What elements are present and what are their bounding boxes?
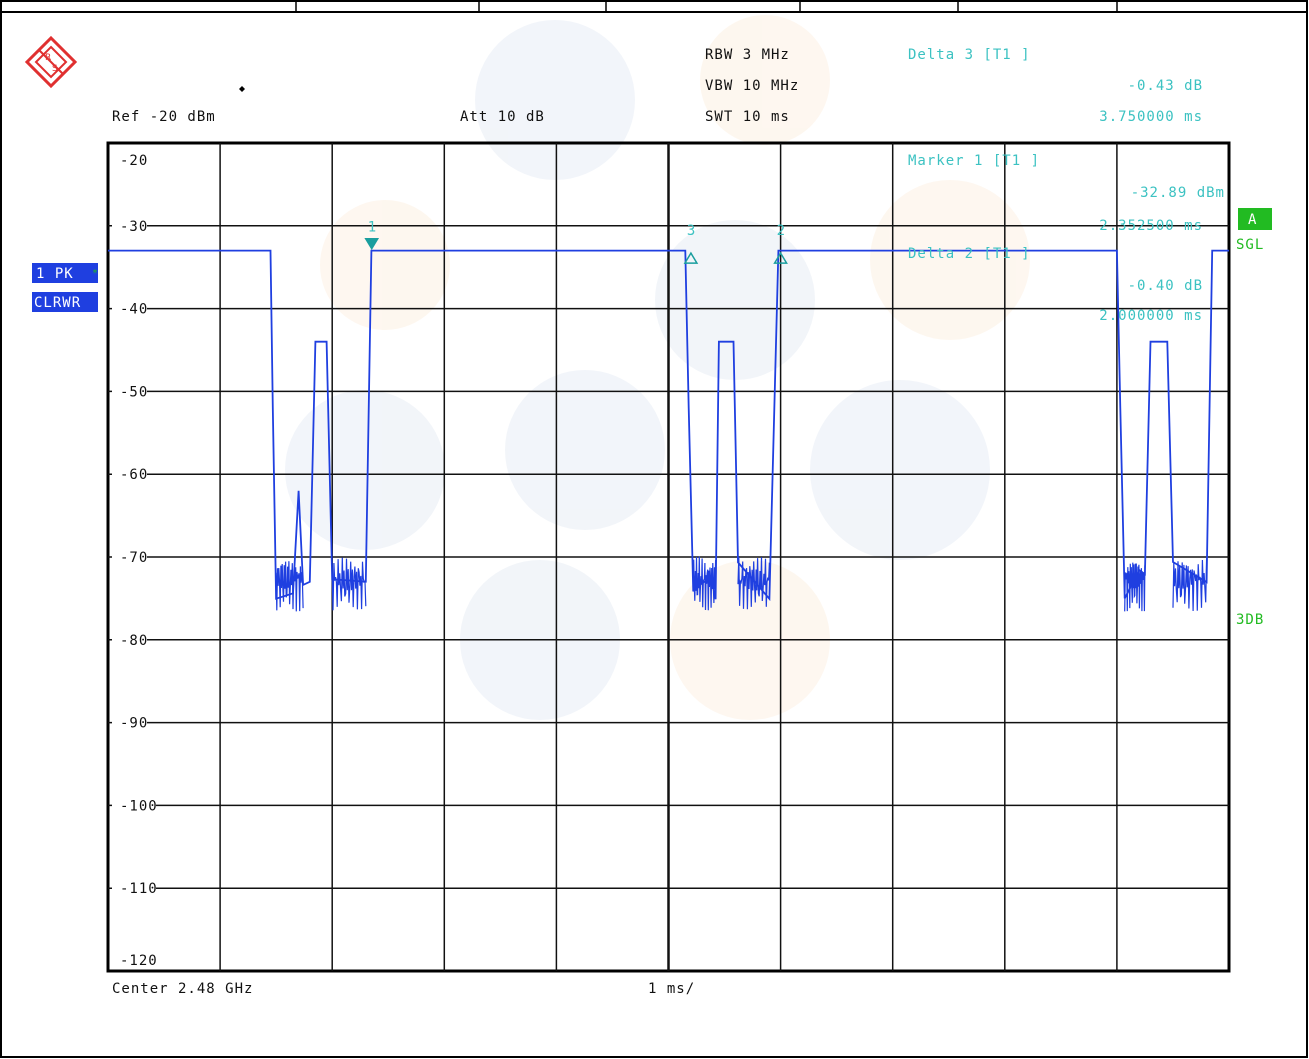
trace-layer xyxy=(108,249,1229,612)
trace-noise xyxy=(737,556,770,610)
marker-1-symbol xyxy=(364,237,380,251)
badge-3db: 3DB xyxy=(1236,612,1264,628)
trace-noise xyxy=(1124,562,1146,612)
marker-2-label: 2 xyxy=(777,223,786,239)
y-tick-bg xyxy=(112,549,147,565)
plot-area: -20 -30 -40 -50 -60 -70 -80 -90 -100 -110 -120 1 2 3 xyxy=(106,141,1231,973)
y-tick-label: -30 xyxy=(120,219,148,235)
trace-badge: 1 PK CLRWR * xyxy=(32,263,98,312)
vbw: VBW 10 MHz xyxy=(705,78,799,94)
marker-1-label: 1 xyxy=(368,220,377,236)
trace-mode-label: 1 PK xyxy=(36,266,74,282)
marker-2-symbol xyxy=(773,251,788,264)
trace-type-label: CLRWR xyxy=(34,295,81,311)
swt: SWT 10 ms xyxy=(705,109,790,125)
trace-asterisk-icon: * xyxy=(92,268,98,279)
y-tick-label: -70 xyxy=(120,550,148,566)
y-tick-label: -20 xyxy=(120,153,148,169)
y-tick-labels: -20 -30 -40 -50 -60 -70 -80 -90 -100 -110 -120 xyxy=(112,152,158,969)
marker1-title: Marker 1 [T1 ] xyxy=(908,153,1040,169)
y-tick-bg xyxy=(112,797,156,814)
y-tick-bg xyxy=(112,300,147,317)
y-tick-bg xyxy=(112,880,156,897)
marker-3-label: 3 xyxy=(687,223,696,239)
marker-3-symbol xyxy=(683,251,699,264)
marker-layer: 1 2 3 xyxy=(364,220,788,264)
trace-noise xyxy=(1172,558,1208,612)
y-tick-bg xyxy=(112,152,147,168)
attenuation: Att 10 dB xyxy=(460,109,545,125)
svg-text:R: R xyxy=(45,53,51,63)
trace-noise xyxy=(692,556,717,611)
marker1-value: -32.89 dBm xyxy=(1131,185,1225,201)
delta2-title: Delta 2 [T1 ] xyxy=(908,246,1031,262)
trace-noise xyxy=(331,557,367,611)
delta3-value: -0.43 dB xyxy=(1128,78,1203,94)
y-tick-label: -40 xyxy=(120,302,148,318)
trace-noise xyxy=(275,561,304,612)
badge-sgl: SGL xyxy=(1236,237,1264,253)
delta2-time: 2.000000 ms xyxy=(1099,308,1203,324)
y-tick-bg xyxy=(112,383,147,400)
center-frequency: Center 2.48 GHz xyxy=(112,981,253,997)
badge-a: A xyxy=(1248,212,1257,228)
y-tick-label: -120 xyxy=(120,953,158,969)
y-tick-bg xyxy=(112,714,147,731)
rbw: RBW 3 MHz xyxy=(705,47,790,63)
delta3-time: 3.750000 ms xyxy=(1099,109,1203,125)
status-badges: A SGL 3DB xyxy=(1236,208,1272,628)
watermark xyxy=(285,15,1030,720)
y-tick-label: -110 xyxy=(120,881,158,897)
y-tick-label: -100 xyxy=(120,798,158,814)
y-tick-label: -90 xyxy=(120,716,148,732)
y-tick-bg xyxy=(112,217,147,234)
reference-dot-icon xyxy=(239,86,245,92)
rohde-schwarz-logo-icon: R S xyxy=(24,35,78,89)
marker1-time: 2.352500 ms xyxy=(1099,218,1203,234)
y-tick-label: -80 xyxy=(120,633,148,649)
y-tick-bg xyxy=(112,466,147,483)
y-tick-bg xyxy=(112,952,156,968)
svg-text:S: S xyxy=(52,64,58,74)
ref-level: Ref -20 dBm xyxy=(112,109,216,125)
time-per-division: 1 ms/ xyxy=(648,981,695,997)
y-tick-label: -50 xyxy=(120,384,148,400)
delta2-value: -0.40 dB xyxy=(1128,278,1203,294)
y-tick-bg xyxy=(112,631,147,648)
delta3-title: Delta 3 [T1 ] xyxy=(908,47,1031,63)
y-tick-label: -60 xyxy=(120,467,148,483)
